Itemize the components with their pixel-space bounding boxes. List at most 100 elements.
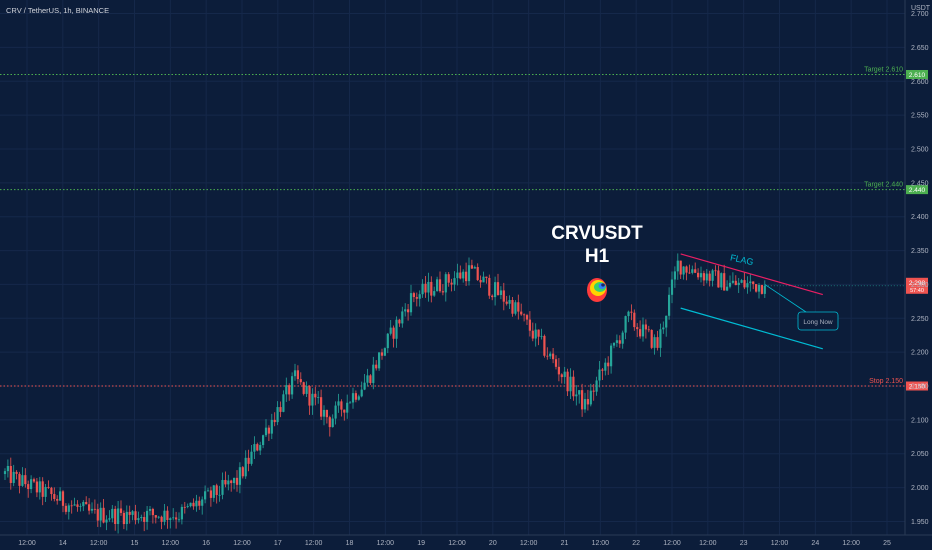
current-price-badge [906,277,928,294]
candle-body [305,386,308,394]
candle-body [218,494,221,496]
candle-body [557,366,560,375]
level-label: Target 2.440 [864,182,903,189]
flag-upper-line [680,253,823,296]
candle-body [50,487,53,495]
candle-body [340,401,343,410]
candle-body [224,479,227,485]
time-tick: 12:00 [520,540,538,547]
candle-body [343,409,346,413]
current-price-time: 57:40 [910,288,924,294]
candle-body [357,396,360,400]
candle-body [473,267,476,269]
candle-body [59,491,62,501]
candle-body [61,491,65,506]
candle-body [363,382,366,390]
candle-body [717,270,720,288]
candle-body [279,407,282,412]
candle-body [755,284,758,292]
time-tick: 14 [59,540,67,547]
candle-body [206,490,210,492]
time-tick: 12:00 [448,540,466,547]
price-tick: 2.150 [911,384,929,391]
candle-body [21,475,24,486]
candle-body [209,490,212,498]
flag-lower-line [680,307,823,350]
candle-body [409,293,413,313]
candle-body [56,498,59,501]
candle-body [375,364,378,369]
price-tick: 2.700 [911,11,929,18]
candle-body [296,370,299,380]
candle-body [421,283,424,295]
time-tick: 23 [740,540,748,547]
candle-body [537,329,540,337]
price-tick: 2.100 [911,417,929,424]
candle-body [148,508,152,511]
candle-body [520,311,523,315]
price-tick: 2.300 [911,282,929,289]
candle-body [38,481,41,493]
candle-body [598,369,601,381]
curve-logo-icon [587,278,607,302]
candle-body [415,297,418,299]
level-badge-text: 2.150 [909,384,926,391]
heading-line1: CRVUSDT [551,223,643,244]
candle-body [163,510,166,522]
candle-body [650,329,653,348]
time-tick: 24 [811,540,819,547]
candle-body [201,499,204,506]
candle-body [328,417,331,428]
candle-body [250,451,253,464]
price-tick: 2.500 [911,146,929,153]
candle-body [659,329,662,348]
candle-body [195,500,198,507]
candle-body [543,335,546,356]
candle-body [346,402,349,413]
candle-body [525,315,529,320]
candle-body [183,506,186,508]
price-tick: 1.950 [911,519,929,526]
candle-body [337,401,340,406]
candle-body [566,371,569,392]
candle-body [412,293,415,298]
price-tick: 2.650 [911,45,929,52]
level-label: Target 2.610 [864,66,903,73]
candle-body [752,281,755,285]
candle-body [270,419,273,434]
candle-body [528,319,531,331]
candle-body [125,511,128,525]
time-tick: 21 [561,540,569,547]
candle-body [540,335,543,337]
candle-body [607,362,610,367]
candle-body [517,302,520,312]
level-badge [906,185,928,195]
candle-body [647,329,650,331]
candle-body [93,508,96,510]
candle-body [496,282,500,296]
candle-body [175,517,178,520]
candle-body [563,371,566,378]
candle-body [572,376,575,397]
candle-body [244,457,247,477]
candle-body [485,276,488,278]
candle-body [691,269,694,273]
candle-body [711,270,714,281]
candle-body [494,282,497,298]
candle-body [723,273,726,291]
candle-body [653,337,656,348]
candle-body [262,435,265,446]
candle-body [117,508,120,524]
price-axis: USDT 1.950 2.000 2.050 2.100 2.150 2.200 2.250… [904,0,931,535]
candle-body [35,481,38,493]
candle-body [430,281,433,296]
candle-body [18,473,21,486]
candle-body [760,284,763,294]
candle-body [578,390,581,395]
candle-body [372,364,375,384]
candle-body [291,376,294,395]
candle-body [314,393,317,398]
candle-body [64,505,67,512]
candle-body [169,518,172,521]
